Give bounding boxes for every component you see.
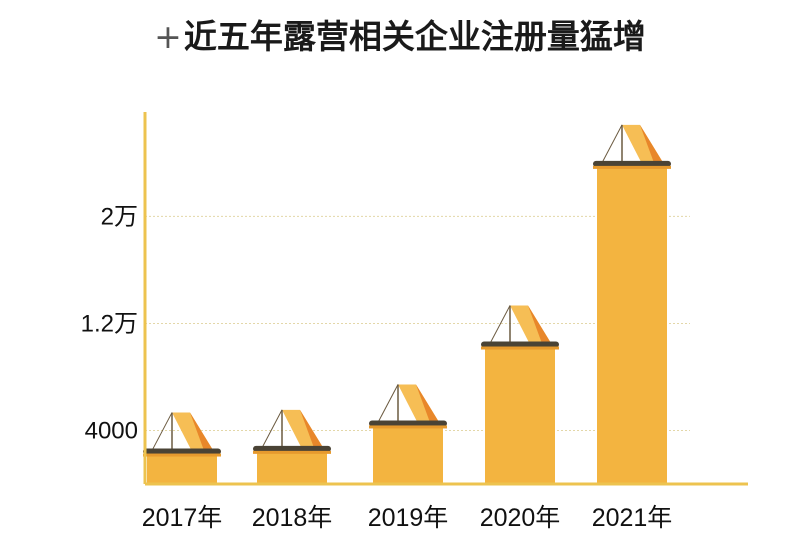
chart-title-text: 近五年露营相关企业注册量猛增	[183, 17, 646, 56]
tent-rope	[489, 305, 511, 344]
tent-flap	[300, 409, 322, 448]
tent-base-shade	[369, 425, 447, 429]
tent-sail	[398, 384, 445, 424]
title-plus-icon: +	[154, 17, 182, 56]
x-category-label: 2019年	[368, 504, 449, 532]
tent-base	[253, 445, 331, 452]
bar	[373, 422, 443, 484]
tent-base	[481, 341, 559, 348]
bar-group	[593, 124, 671, 484]
labels-layer: 4000 1.2万 2万 2017年 2018年 2019年 2020年 2021年	[81, 203, 673, 532]
tent-sail	[172, 412, 219, 452]
y-tick-label: 4000	[85, 417, 138, 444]
bar-group	[253, 409, 331, 484]
tent-flap	[528, 305, 550, 344]
bar	[257, 447, 327, 484]
bars-layer	[143, 124, 671, 484]
tent-base	[593, 160, 671, 167]
y-tick-label: 2万	[101, 203, 138, 230]
axis-layer	[143, 112, 748, 486]
tent-rope	[601, 124, 623, 164]
tent-base-shade	[481, 346, 559, 350]
bar	[485, 343, 555, 484]
tent-flap	[416, 384, 438, 423]
x-category-label: 2021年	[592, 504, 673, 532]
tent-base-shade	[593, 165, 671, 169]
chart-title: +近五年露营相关企业注册量猛增	[0, 10, 800, 58]
tent-base-shade	[143, 453, 221, 457]
tent-base-shade	[253, 450, 331, 454]
tent-flap	[190, 412, 212, 451]
bar-group	[369, 384, 447, 484]
tent-rope	[151, 412, 173, 451]
bar	[597, 162, 667, 484]
y-tick-label: 1.2万	[81, 310, 138, 337]
tent-rope	[377, 384, 399, 423]
tent-sail	[510, 305, 557, 345]
tent-base	[143, 448, 221, 455]
x-category-label: 2018年	[252, 504, 333, 532]
x-category-label: 2020年	[480, 504, 561, 532]
tent-rope	[261, 409, 283, 449]
tent-flap	[640, 124, 662, 163]
x-category-label: 2017年	[142, 504, 223, 532]
tent-sail	[622, 124, 669, 164]
tent-sail	[282, 409, 329, 449]
bar-group	[481, 305, 559, 484]
bar-group	[143, 412, 221, 484]
tent-base	[369, 420, 447, 427]
